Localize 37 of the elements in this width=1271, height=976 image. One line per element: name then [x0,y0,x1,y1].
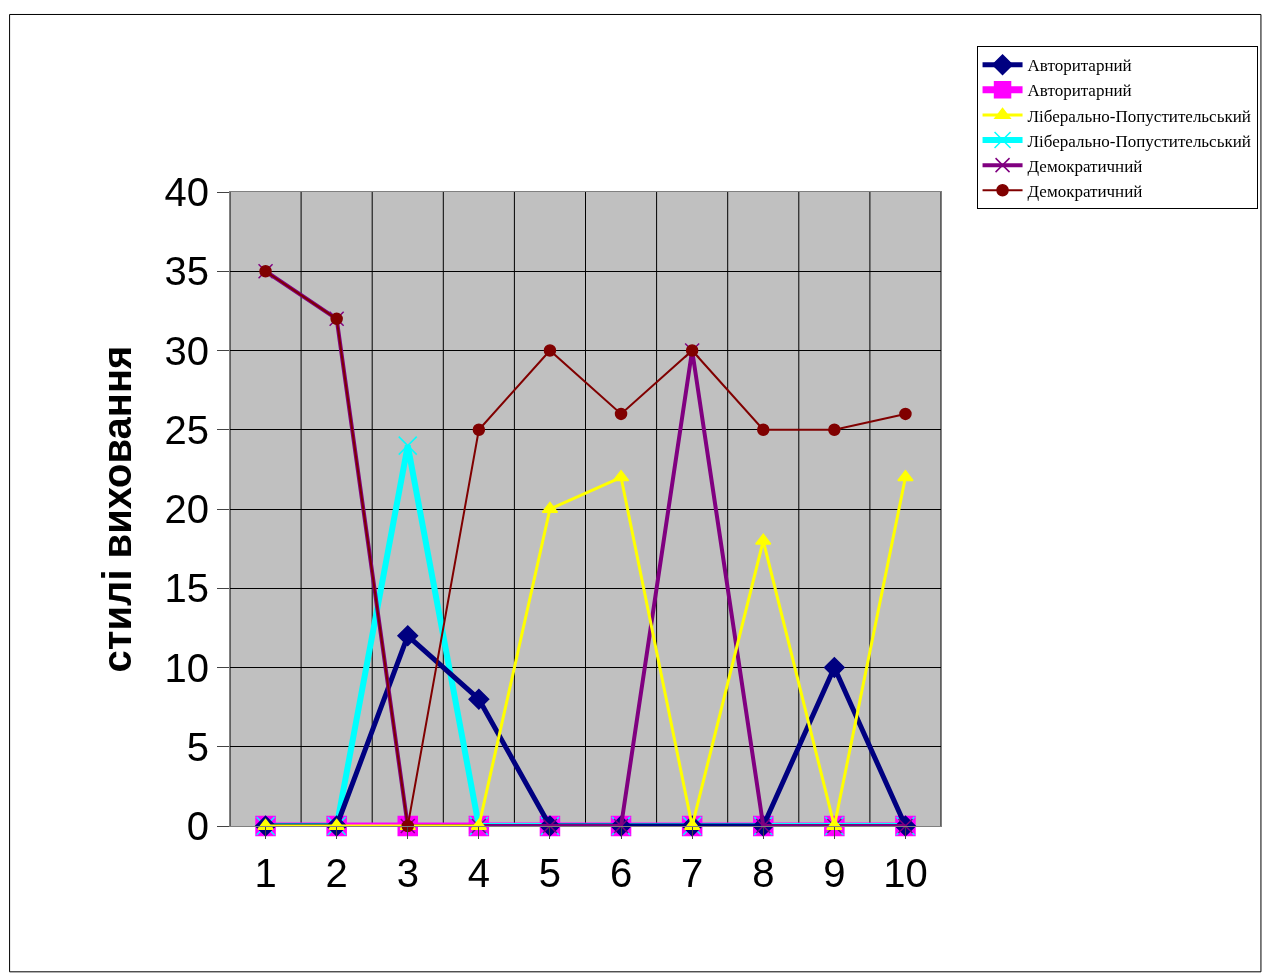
y-tick-label: 15 [164,566,209,611]
point [397,625,419,647]
x-tick-label: 7 [681,851,704,895]
x-tick-label: 2 [325,851,348,895]
point [614,407,628,421]
y-tick-label: 35 [164,249,209,294]
x-tick-label: 8 [752,851,775,895]
legend-label: Ліберально-Попустительський [1027,106,1251,126]
point [828,423,841,436]
y-tick-label: 0 [186,804,209,848]
y-tick-label: 20 [164,487,209,531]
point [899,407,912,421]
y-tick-label: 25 [164,407,209,452]
y-tick-label: 40 [164,170,209,214]
point [897,470,914,482]
x-tick-label: 3 [396,851,419,895]
point [398,435,418,456]
x-tick-label: 9 [823,851,846,895]
legend-label: Демократичний [1027,156,1143,176]
legend-label: Ліберально-Попустительський [1027,131,1251,151]
legend-label: Авторитарний [1027,81,1132,101]
point [468,688,490,710]
x-tick-label: 6 [609,851,633,895]
y-tick-label: 30 [164,328,209,373]
y-axis-title: стилі виховання [95,345,139,673]
point [823,657,845,678]
point [757,423,770,436]
legend-label: Авторитарний [1027,56,1132,76]
point [543,344,557,357]
x-tick-label: 1 [254,851,277,895]
y-tick-label: 10 [164,645,209,690]
legend-label: Демократичний [1027,181,1143,201]
y-tick-label: 5 [186,724,209,769]
x-tick-label: 5 [538,851,562,895]
x-tick-label: 4 [467,851,490,895]
point [472,423,486,436]
x-tick-label: 10 [883,851,928,895]
